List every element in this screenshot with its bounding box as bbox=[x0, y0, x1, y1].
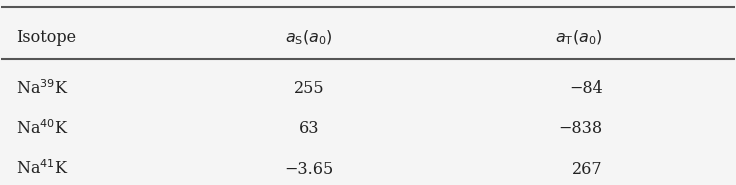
Text: −3.65: −3.65 bbox=[285, 161, 334, 178]
Text: Na$^{41}$K: Na$^{41}$K bbox=[16, 160, 68, 178]
Text: Isotope: Isotope bbox=[16, 29, 77, 46]
Text: −838: −838 bbox=[559, 120, 603, 137]
Text: $a_{\mathrm{S}}(a_0)$: $a_{\mathrm{S}}(a_0)$ bbox=[286, 29, 333, 47]
Text: −84: −84 bbox=[569, 80, 603, 97]
Text: 267: 267 bbox=[572, 161, 603, 178]
Text: $a_{\mathrm{T}}(a_0)$: $a_{\mathrm{T}}(a_0)$ bbox=[555, 29, 603, 47]
Text: Na$^{40}$K: Na$^{40}$K bbox=[16, 120, 68, 138]
Text: 63: 63 bbox=[299, 120, 319, 137]
Text: 255: 255 bbox=[294, 80, 325, 97]
Text: Na$^{39}$K: Na$^{39}$K bbox=[16, 80, 68, 98]
